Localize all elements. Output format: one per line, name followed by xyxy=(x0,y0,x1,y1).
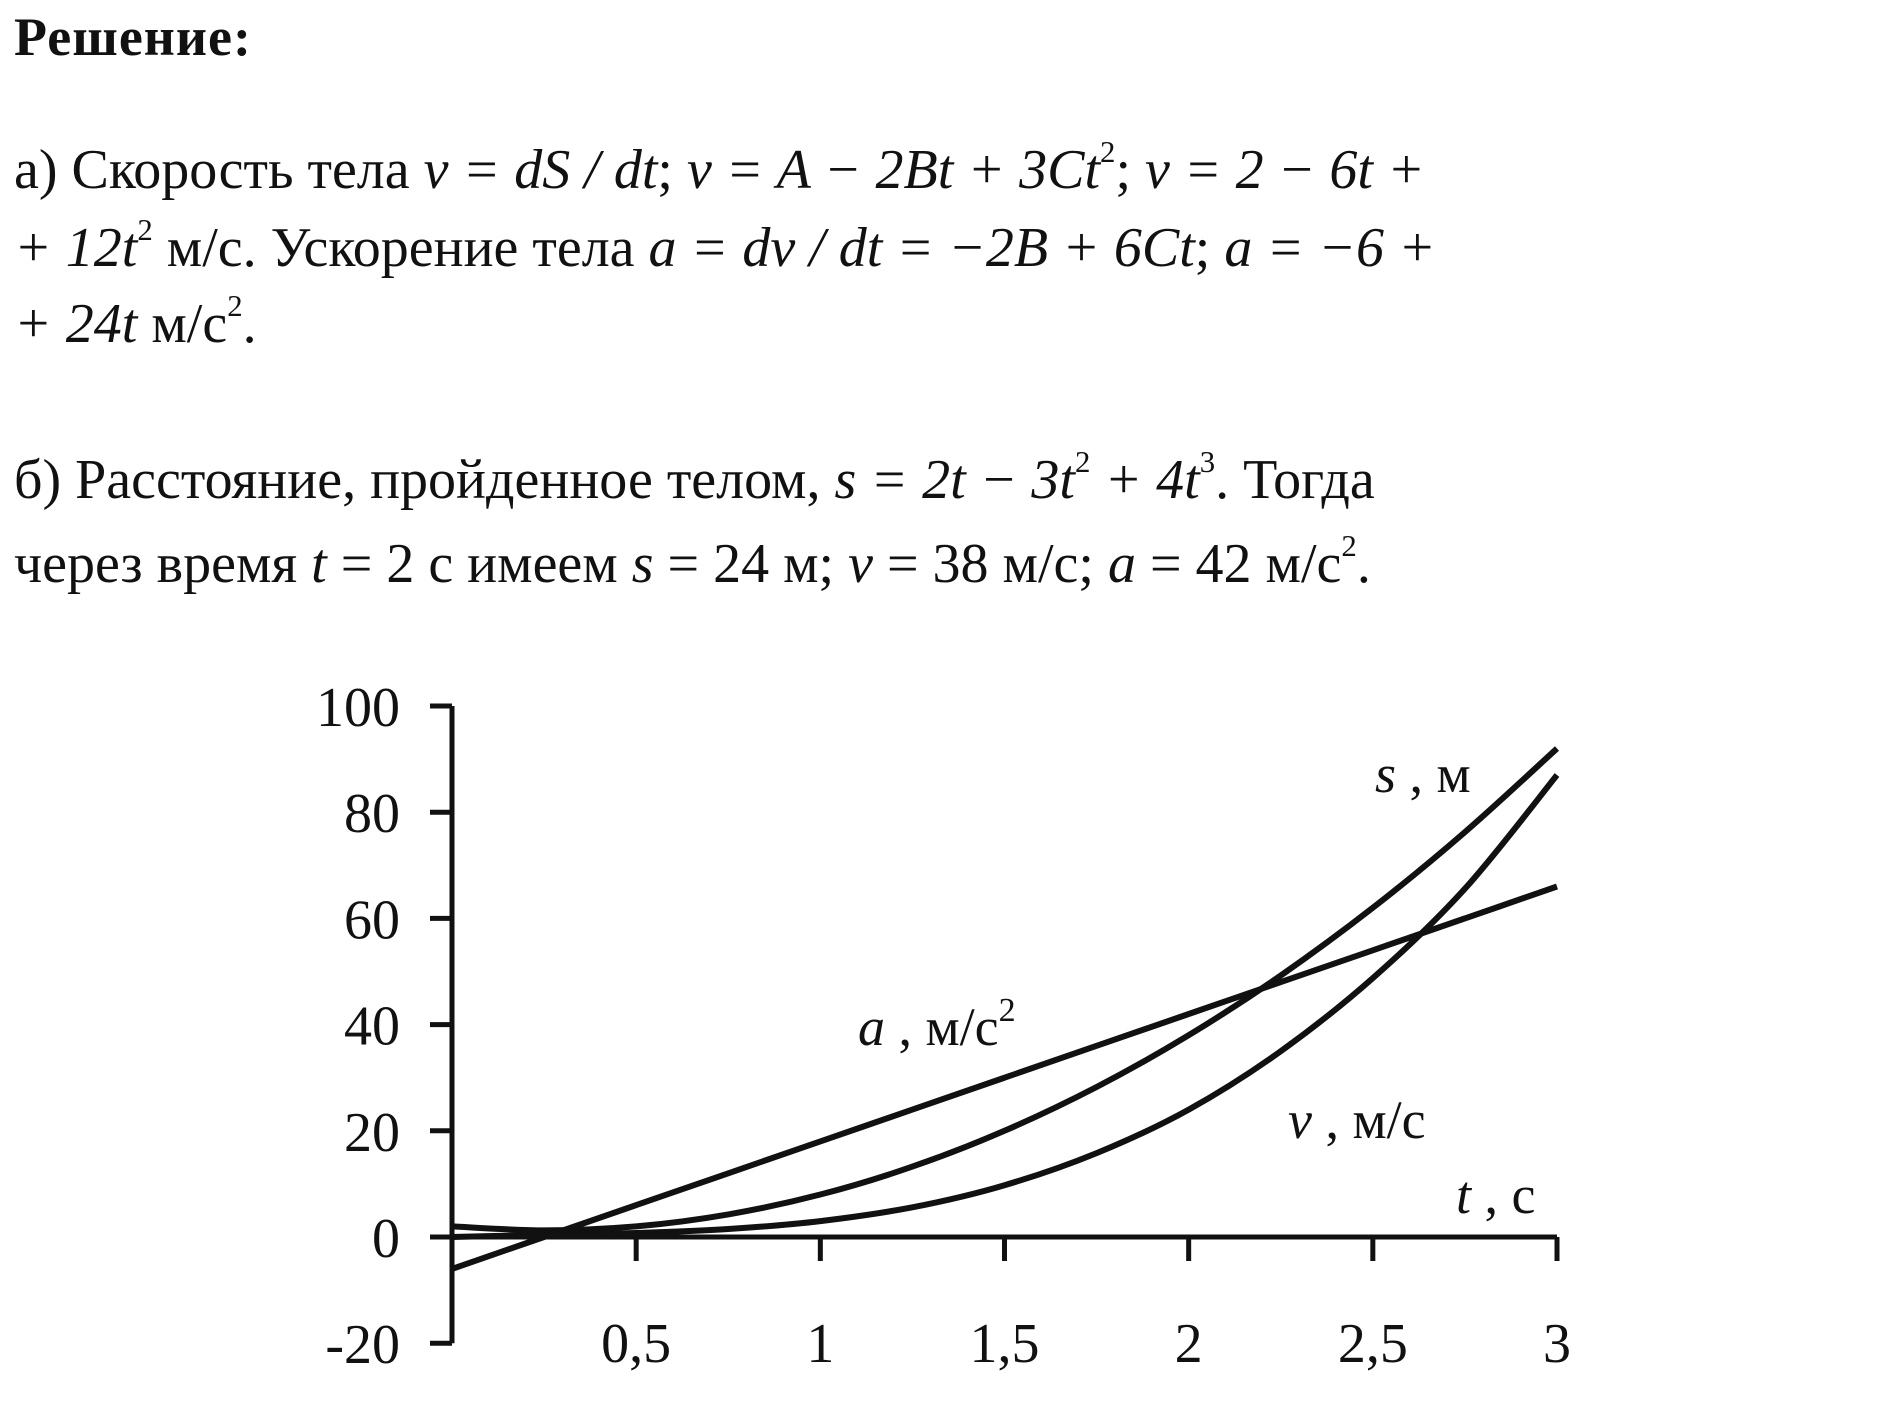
x-axis-label: t , с xyxy=(1456,1165,1535,1225)
formula: v = A − 2Bt + 3Ct xyxy=(686,139,1101,201)
formula: t xyxy=(311,533,327,595)
formula: s = 2t − 3t xyxy=(834,449,1075,511)
formula: a xyxy=(1107,533,1136,595)
formula: v xyxy=(848,533,873,595)
y-tick-label: 0 xyxy=(372,1208,400,1270)
x-tick-label: 2,5 xyxy=(1338,1313,1408,1375)
exponent: 2 xyxy=(1074,444,1091,479)
series-label-unit: , м/с xyxy=(1312,1090,1426,1150)
y-tick-label: 20 xyxy=(344,1102,400,1164)
series-a-line xyxy=(451,883,1558,1272)
x-tick-label: 1 xyxy=(806,1313,834,1375)
text: . xyxy=(242,293,257,355)
part-a-line-2: + 12t2 м/с. Ускорение тела a = dv / dt =… xyxy=(14,196,1859,300)
y-tick-label: 100 xyxy=(316,677,400,739)
exponent: 2 xyxy=(137,212,153,247)
text: = 42 м/с xyxy=(1135,533,1342,595)
series-label-var: s xyxy=(1375,744,1396,804)
series-label-unit: , м xyxy=(1396,744,1471,804)
exponent: 2 xyxy=(1341,528,1357,563)
series-v-line xyxy=(451,746,1560,1234)
text: а) Скорость тела xyxy=(14,139,424,201)
solution-heading: Решение: xyxy=(14,7,252,67)
x-tick-label: 0,5 xyxy=(601,1313,671,1375)
exponent: 2 xyxy=(227,288,243,323)
x-axis-label-var: t xyxy=(1456,1165,1473,1225)
series-s-label: s , м xyxy=(1375,744,1471,804)
text: б) Расстояние, пройденное телом, xyxy=(14,449,835,511)
series-label-unit: , м/с xyxy=(885,997,999,1057)
text: м/с. Ускорение тела xyxy=(152,217,649,279)
formula: v = dS / dt xyxy=(423,139,658,201)
series-label-var: a xyxy=(858,997,885,1057)
text: . xyxy=(1356,533,1371,595)
x-tick-label: 3 xyxy=(1543,1313,1571,1375)
y-tick-label: 40 xyxy=(344,996,400,1058)
text: ; xyxy=(657,139,687,201)
text: ; xyxy=(1115,139,1145,201)
formula: a = −6 + xyxy=(1224,217,1436,279)
text: . Тогда xyxy=(1215,449,1375,511)
series-v-label: v , м/с xyxy=(1288,1090,1426,1150)
exponent: 3 xyxy=(1199,444,1216,479)
text: м/с xyxy=(137,293,228,355)
x-tick-label: 2 xyxy=(1175,1313,1203,1375)
text: = 38 м/с; xyxy=(872,533,1108,595)
x-tick-label: 1,5 xyxy=(970,1313,1040,1375)
y-tick-label: -20 xyxy=(325,1314,400,1376)
text: = 24 м; xyxy=(653,533,849,595)
part-b-line-1: б) Расстояние, пройденное телом, s = 2t … xyxy=(14,428,1859,532)
text: = 2 с имеем xyxy=(326,533,632,595)
series-label-exponent: 2 xyxy=(999,992,1016,1029)
formula: s xyxy=(631,533,654,595)
y-tick-label: 60 xyxy=(344,889,400,951)
formula: a = dv / dt = −2B + 6Ct xyxy=(648,217,1195,279)
formula: + 24t xyxy=(14,293,138,355)
series-label-var: v xyxy=(1288,1090,1312,1150)
text: ; xyxy=(1194,217,1225,279)
series-s-line xyxy=(451,773,1560,1240)
formula: v = 2 − 6t + xyxy=(1145,139,1425,201)
formula: + 4t xyxy=(1090,449,1200,511)
exponent: 2 xyxy=(1100,134,1116,169)
formula: + 12t xyxy=(14,217,138,279)
y-tick-label: 80 xyxy=(344,783,400,845)
series-a-label: a , м/с2 xyxy=(858,992,1016,1057)
part-a-line-1: а) Скорость тела v = dS / dt; v = A − 2B… xyxy=(14,118,1859,222)
text: через время xyxy=(14,533,312,595)
x-axis-label-unit: , с xyxy=(1471,1165,1535,1225)
part-a-line-3: + 24t м/с2. xyxy=(14,272,1859,376)
part-b-line-2: через время t = 2 с имеем s = 24 м; v = … xyxy=(14,512,1859,616)
